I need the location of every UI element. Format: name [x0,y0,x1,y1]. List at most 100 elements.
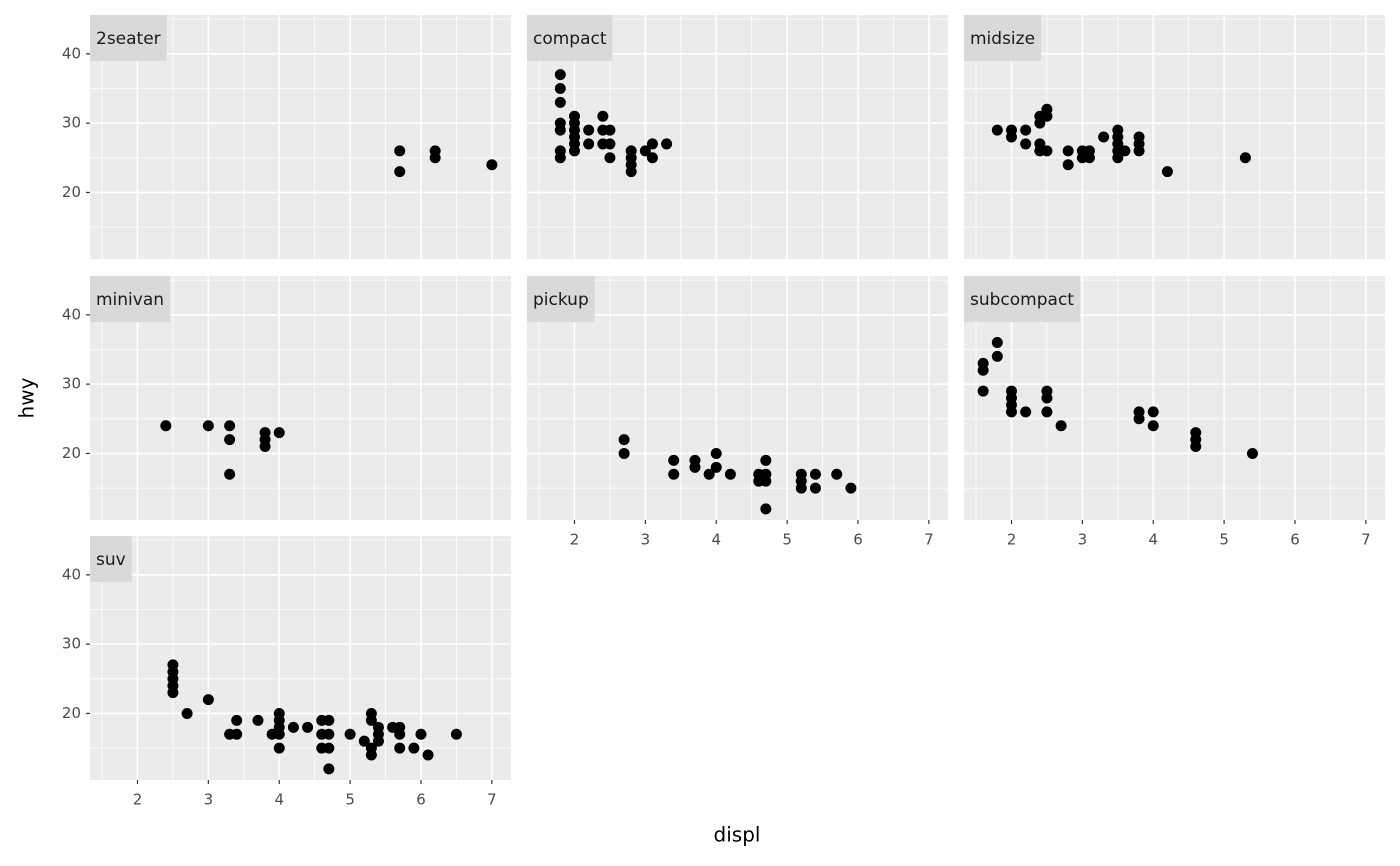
panel: midsize [964,15,1385,259]
point [1190,427,1202,439]
strip [527,15,613,61]
point [365,707,377,719]
point [202,420,214,432]
point [1119,145,1131,157]
point [809,482,821,494]
point [1041,385,1053,397]
point [604,124,616,136]
point [408,742,420,754]
point [703,468,715,480]
point [302,721,314,733]
point [273,742,285,754]
point [394,742,406,754]
x-tick-label: 3 [1078,531,1088,549]
point [224,434,236,446]
point [1005,385,1017,397]
x-tick-label: 2 [570,531,580,549]
y-tick-label: 20 [62,183,81,201]
point [1041,406,1053,418]
point [668,454,680,466]
point [224,468,236,480]
strip-text: 2seater [96,29,161,49]
point [1020,124,1032,136]
strip [90,536,132,582]
strip-text: subcompact [970,290,1074,310]
panel-background [527,276,948,520]
x-tick-label: 6 [1290,531,1300,549]
x-tick-label: 6 [416,791,426,809]
point [604,152,616,164]
point [646,138,658,150]
y-tick-label: 40 [62,305,81,323]
point [724,468,736,480]
point [273,707,285,719]
point [991,350,1003,362]
point [568,110,580,122]
y-tick-label: 40 [62,565,81,583]
x-tick-label: 7 [924,531,934,549]
panel: 2seater 20 30 40 [62,15,511,259]
x-tick-label: 4 [1148,531,1158,549]
point [760,454,772,466]
x-tick-label: 7 [487,791,497,809]
point [372,721,384,733]
point [554,145,566,157]
point [1098,131,1110,143]
y-tick-label: 30 [62,114,81,132]
point [1133,406,1145,418]
strip [964,15,1042,61]
point [323,742,335,754]
point [450,728,462,740]
point [259,427,271,439]
strip [527,276,595,322]
x-tick-label: 5 [345,791,355,809]
point [554,96,566,108]
point [1034,138,1046,150]
point [394,721,406,733]
point [618,447,630,459]
point [1055,420,1067,432]
point [224,420,236,432]
point [639,145,651,157]
point [415,728,427,740]
point [287,721,299,733]
point [1041,103,1053,115]
point [1239,152,1251,164]
point [394,166,406,178]
point [710,447,722,459]
point [1062,159,1074,171]
point [795,468,807,480]
x-axis-title: displ [714,823,761,847]
panel-background [90,536,511,780]
strip [90,276,171,322]
point [668,468,680,480]
panel: subcompact 2 3 4 5 6 7 [964,276,1385,549]
x-tick-label: 3 [204,791,214,809]
panel: compact [527,15,948,259]
strip [964,276,1080,322]
point [273,427,285,439]
point [554,82,566,94]
panel: suv 20 30 40 2 3 4 5 6 7 [62,536,511,809]
point [1246,447,1258,459]
x-tick-label: 4 [274,791,284,809]
point [323,763,335,775]
strip-text: suv [96,550,126,570]
x-tick-label: 7 [1361,531,1371,549]
point [689,454,701,466]
point [1005,124,1017,136]
point [604,138,616,150]
point [597,110,609,122]
point [661,138,673,150]
point [1041,145,1053,157]
y-tick-label: 20 [62,704,81,722]
point [646,152,658,164]
point [583,124,595,136]
strip [90,15,167,61]
point [394,145,406,157]
point [1147,406,1159,418]
point [1112,124,1124,136]
point [991,124,1003,136]
point [710,461,722,473]
